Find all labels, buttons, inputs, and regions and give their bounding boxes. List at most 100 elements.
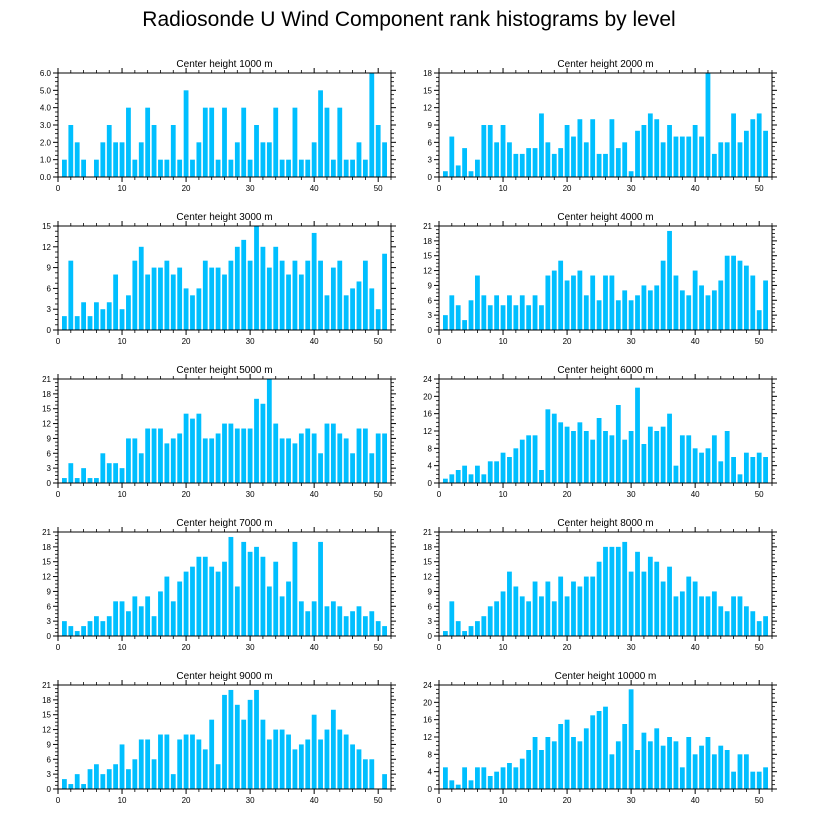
bar	[337, 107, 343, 177]
bar	[266, 586, 272, 636]
bar	[273, 246, 279, 330]
bar	[711, 153, 717, 177]
bar	[507, 457, 512, 483]
bar	[209, 438, 215, 483]
bar	[513, 305, 519, 330]
bar	[507, 571, 512, 636]
x-tick-label: 0	[56, 184, 61, 193]
bar	[106, 302, 112, 330]
x-tick-label: 10	[118, 184, 127, 193]
bar	[209, 267, 215, 330]
bar	[545, 409, 551, 483]
x-tick-label: 0	[56, 490, 61, 499]
bar	[603, 546, 608, 636]
y-tick-label: 9	[428, 281, 433, 290]
bar	[247, 260, 253, 330]
bar	[81, 302, 87, 330]
bar	[286, 159, 291, 177]
bar	[667, 125, 672, 177]
x-tick-label: 50	[755, 490, 764, 499]
bar	[628, 431, 634, 483]
bar	[158, 267, 163, 330]
x-tick-label: 30	[627, 490, 636, 499]
bar	[590, 576, 596, 636]
y-tick-label: 24	[423, 375, 432, 384]
bar	[609, 546, 615, 636]
y-tick-label: 0	[428, 632, 433, 641]
bar	[500, 125, 506, 177]
x-tick-label: 50	[374, 184, 383, 193]
bar	[443, 631, 448, 636]
y-tick-label: 0	[428, 326, 433, 335]
bar	[583, 142, 589, 177]
y-tick-label: 1.0	[40, 156, 52, 165]
bar	[449, 136, 455, 177]
y-tick-label: 12	[42, 420, 51, 429]
y-tick-label: 3	[47, 305, 52, 314]
y-tick-label: 16	[423, 410, 432, 419]
bar	[209, 566, 215, 636]
bar	[343, 616, 349, 636]
bar	[145, 428, 151, 483]
bar	[545, 737, 551, 789]
x-tick-label: 40	[691, 643, 700, 652]
y-tick-label: 12	[42, 726, 51, 735]
bar	[679, 290, 685, 330]
y-tick-label: 15	[423, 558, 432, 567]
y-tick-label: 15	[42, 711, 51, 720]
bar	[596, 561, 602, 636]
bar	[311, 142, 317, 177]
bar	[62, 478, 67, 483]
bar	[603, 431, 608, 483]
bar	[202, 556, 208, 636]
bar	[292, 260, 298, 330]
x-tick-label: 50	[374, 337, 383, 346]
bar	[583, 295, 589, 330]
bar	[196, 739, 202, 789]
bar	[266, 739, 272, 789]
bar	[305, 260, 311, 330]
x-tick-label: 20	[563, 796, 572, 805]
y-tick-label: 12	[423, 573, 432, 582]
bar	[87, 769, 93, 789]
bar	[318, 541, 323, 636]
bar	[539, 596, 544, 636]
bar	[699, 452, 704, 483]
x-tick-label: 30	[627, 796, 636, 805]
bar	[228, 260, 234, 330]
bar	[126, 295, 131, 330]
bar	[628, 571, 634, 636]
bar	[350, 288, 355, 330]
bar	[196, 556, 202, 636]
bar	[558, 576, 564, 636]
bar	[596, 418, 602, 483]
bar	[132, 260, 138, 330]
bar	[330, 423, 336, 483]
bar	[362, 159, 368, 177]
bar	[679, 591, 685, 636]
x-tick-label: 30	[627, 337, 636, 346]
bar	[138, 246, 144, 330]
bar	[100, 774, 106, 789]
y-tick-label: 9	[428, 121, 433, 130]
bar	[87, 621, 93, 636]
bar	[667, 566, 672, 636]
bar	[724, 431, 730, 483]
x-tick-label: 0	[437, 337, 442, 346]
bar	[286, 438, 291, 483]
bar	[164, 159, 170, 177]
bar	[241, 428, 247, 483]
bar	[750, 275, 756, 330]
x-tick-label: 10	[118, 490, 127, 499]
bar	[311, 433, 317, 483]
bar	[539, 470, 544, 483]
bar	[260, 556, 266, 636]
bar	[750, 611, 756, 636]
bar	[468, 780, 474, 789]
bar	[119, 142, 125, 177]
bar	[382, 433, 387, 483]
bar	[718, 745, 724, 789]
bar	[62, 159, 67, 177]
bar	[305, 159, 311, 177]
bar	[667, 230, 672, 330]
